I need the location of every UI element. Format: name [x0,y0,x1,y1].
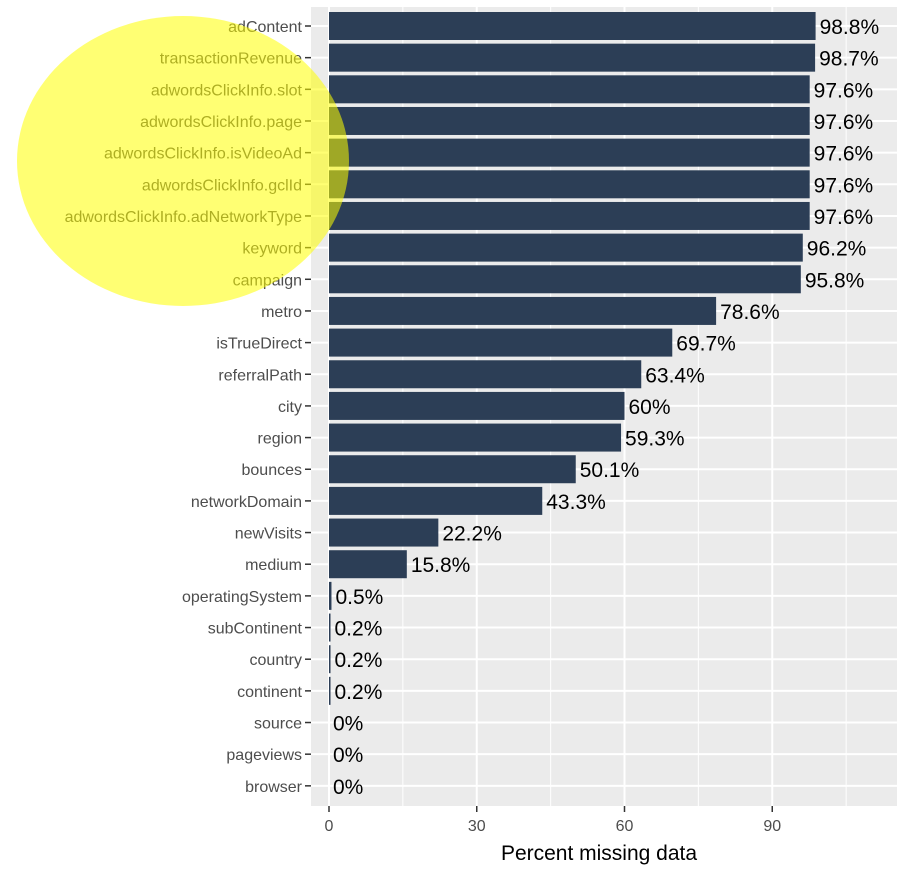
bar-region [329,423,622,452]
value-label: 50.1% [580,459,640,482]
value-label: 0% [333,713,363,736]
value-label: 0.5% [335,586,383,609]
y-tick-label: bounces [242,462,303,479]
value-label: 0.2% [335,618,383,641]
bar-metro [329,296,717,325]
bar-referralPath [329,360,642,389]
bar-country [329,645,331,674]
value-label: 95.8% [805,269,865,292]
x-tick-label: 90 [763,818,781,835]
value-label: 97.6% [814,206,874,229]
bar-adwordsClickInfo.adNetworkType [329,201,810,230]
value-label: 22.2% [442,523,502,546]
bar-adwordsClickInfo.gclId [329,170,810,199]
y-tick-label: continent [237,684,302,701]
bar-bounces [329,455,576,484]
bar-adwordsClickInfo.slot [329,75,810,104]
value-label: 97.6% [814,111,874,134]
y-tick-label: referralPath [218,367,302,384]
value-label: 97.6% [814,143,874,166]
value-label: 69.7% [676,333,736,356]
y-tick-label: medium [245,557,302,574]
value-label: 63.4% [645,364,705,387]
y-tick-label: operatingSystem [182,589,302,606]
x-tick-label: 0 [325,818,334,835]
value-label: 78.6% [720,301,780,324]
value-label: 98.7% [819,48,879,71]
bar-subContinent [329,613,331,642]
value-label: 97.6% [814,79,874,102]
value-label: 0.2% [335,681,383,704]
value-label: 98.8% [820,16,880,39]
bar-newVisits [329,518,439,547]
value-label: 96.2% [807,238,867,261]
bar-medium [329,550,407,579]
value-label: 43.3% [546,491,606,514]
y-tick-label: isTrueDirect [216,336,302,353]
y-tick-label: browser [245,779,303,796]
bars [329,12,816,705]
value-label: 60% [629,396,671,419]
x-tick-label: 30 [468,818,486,835]
y-tick-label: country [250,652,302,669]
y-tick-label: pageviews [226,747,302,764]
bar-campaign [329,265,801,294]
bar-networkDomain [329,486,543,515]
x-tick-label: 60 [616,818,634,835]
x-axis: 0 30 60 90 [325,806,781,835]
bar-operatingSystem [329,581,332,610]
value-label: 59.3% [625,428,685,451]
y-tick-label: subContinent [208,621,303,638]
x-axis-title: Percent missing data [501,842,697,865]
bar-adwordsClickInfo.isVideoAd [329,138,810,167]
value-label: 0% [333,776,363,799]
bar-adwordsClickInfo.page [329,106,810,135]
y-tick-label: metro [261,304,302,321]
value-label: 0% [333,744,363,767]
y-tick-label: source [254,716,302,733]
y-tick-label: region [258,431,302,448]
bar-city [329,391,625,420]
value-label: 15.8% [411,554,471,577]
bar-isTrueDirect [329,328,673,357]
bar-adContent [329,12,816,40]
value-label: 97.6% [814,174,874,197]
y-tick-label: city [278,399,302,416]
y-tick-label: newVisits [235,526,302,543]
y-tick-label: networkDomain [191,494,302,511]
highlight-ellipse [17,16,349,306]
value-labels: 98.8% 98.7% 97.6% 97.6% 97.6% 97.6% 97.6% 96.2%… [333,16,879,799]
bar-keyword [329,233,803,262]
bar-continent [329,676,331,705]
value-label: 0.2% [335,649,383,672]
bar-transactionRevenue [329,43,816,72]
